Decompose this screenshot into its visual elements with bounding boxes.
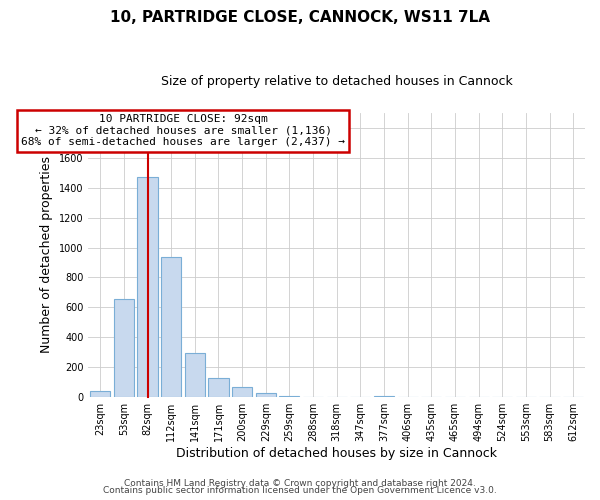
Bar [161, 257, 181, 397]
Text: 10 PARTRIDGE CLOSE: 92sqm
← 32% of detached houses are smaller (1,136)
68% of se: 10 PARTRIDGE CLOSE: 92sqm ← 32% of detac… [21, 114, 345, 148]
X-axis label: Distribution of detached houses by size in Cannock: Distribution of detached houses by size … [176, 447, 497, 460]
Y-axis label: Number of detached properties: Number of detached properties [40, 156, 53, 354]
Bar [374, 396, 394, 397]
Bar [280, 396, 299, 397]
Bar [114, 299, 134, 397]
Bar [90, 391, 110, 397]
Text: 10, PARTRIDGE CLOSE, CANNOCK, WS11 7LA: 10, PARTRIDGE CLOSE, CANNOCK, WS11 7LA [110, 10, 490, 25]
Bar [185, 353, 205, 397]
Text: Contains HM Land Registry data © Crown copyright and database right 2024.: Contains HM Land Registry data © Crown c… [124, 478, 476, 488]
Title: Size of property relative to detached houses in Cannock: Size of property relative to detached ho… [161, 75, 512, 88]
Bar [232, 388, 252, 397]
Text: Contains public sector information licensed under the Open Government Licence v3: Contains public sector information licen… [103, 486, 497, 495]
Bar [256, 394, 276, 397]
Bar [208, 378, 229, 397]
Bar [137, 177, 158, 397]
